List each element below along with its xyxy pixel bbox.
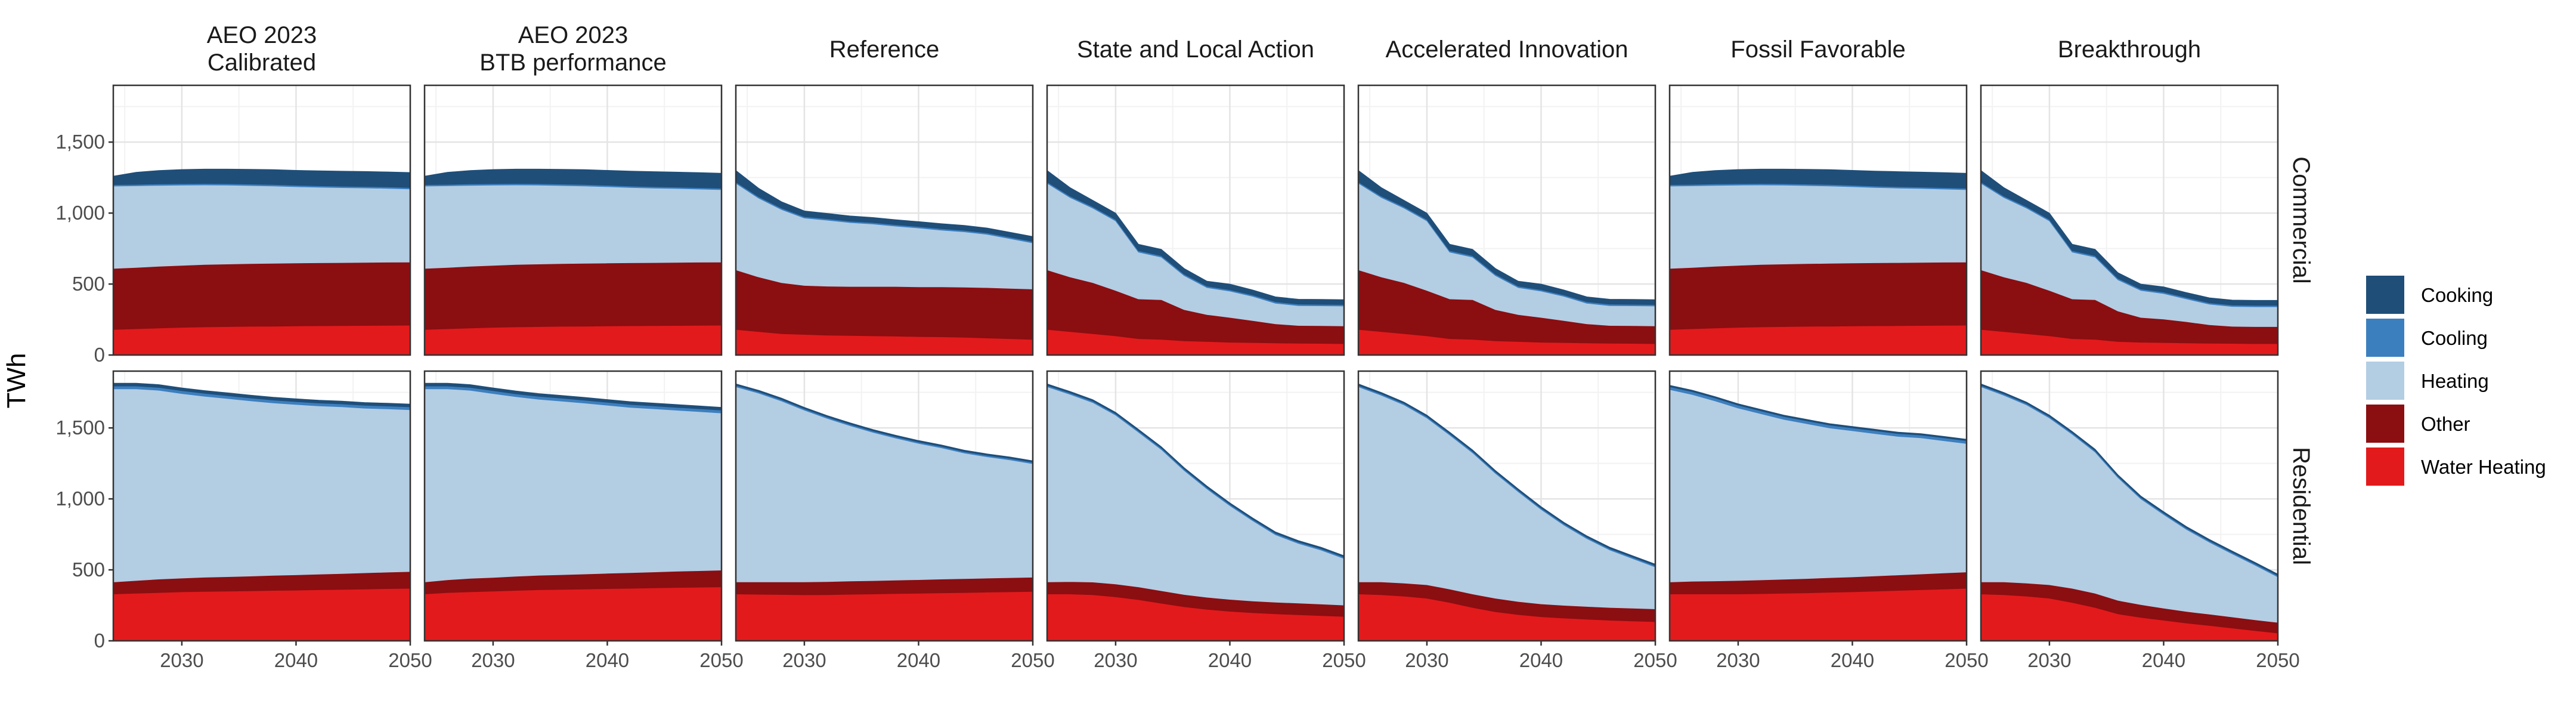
legend-key-heating bbox=[2366, 362, 2404, 400]
legend-key-water-heating bbox=[2366, 448, 2404, 486]
area-other bbox=[1669, 261, 1967, 330]
panel-border bbox=[735, 370, 1034, 642]
y-tick-label: 1,500 bbox=[55, 416, 105, 439]
legend-label-heating: Heating bbox=[2421, 370, 2489, 392]
panel-commercial-3 bbox=[1046, 84, 1345, 356]
facet-label-6: Breakthrough bbox=[2058, 36, 2201, 63]
x-tick-label: 2040 bbox=[586, 649, 629, 671]
x-tick-label: 2050 bbox=[1633, 649, 1677, 671]
area-heating bbox=[424, 184, 722, 269]
x-tick-label: 2030 bbox=[782, 649, 826, 671]
y-tick-label: 0 bbox=[94, 344, 105, 366]
panel-border bbox=[1357, 84, 1657, 356]
panel-commercial-0 bbox=[112, 84, 411, 356]
panel-border bbox=[112, 370, 411, 642]
panel-border bbox=[423, 84, 723, 356]
area-other bbox=[424, 261, 722, 330]
area-water-heating bbox=[424, 587, 722, 641]
panel-border bbox=[1980, 84, 2279, 356]
area-water-heating bbox=[113, 325, 411, 356]
area-water-heating bbox=[424, 325, 722, 356]
panel-residential-0 bbox=[112, 370, 411, 642]
x-tick-label: 2040 bbox=[1831, 649, 1874, 671]
panel-border bbox=[1046, 84, 1345, 356]
y-tick-label: 1,500 bbox=[55, 131, 105, 153]
facet-label-0-line2: Calibrated bbox=[208, 50, 316, 76]
x-tick-label: 2050 bbox=[1945, 649, 1988, 671]
facet-label-4: Accelerated Innovation bbox=[1386, 36, 1628, 63]
x-tick-label: 2040 bbox=[2142, 649, 2185, 671]
facet-label-1: AEO 2023 bbox=[518, 22, 628, 48]
panel-commercial-1 bbox=[423, 84, 723, 356]
sector-label-commercial: Commercial bbox=[2288, 156, 2314, 283]
y-axis-title: TWh bbox=[2, 353, 31, 409]
y-tick-label: 1,000 bbox=[55, 487, 105, 510]
panel-residential-2 bbox=[735, 370, 1034, 642]
panel-border bbox=[1668, 84, 1968, 356]
sector-label-residential: Residential bbox=[2288, 447, 2314, 565]
x-tick-label: 2040 bbox=[1208, 649, 1252, 671]
facet-label-2: Reference bbox=[829, 36, 940, 63]
x-tick-label: 2050 bbox=[2256, 649, 2299, 671]
facet-label-1-line2: BTB performance bbox=[479, 50, 666, 76]
area-heating bbox=[113, 184, 411, 269]
legend-label-water-heating: Water Heating bbox=[2421, 456, 2546, 478]
panel-commercial-4 bbox=[1357, 84, 1657, 356]
panel-commercial-5 bbox=[1668, 84, 1968, 356]
area-heating bbox=[113, 388, 411, 582]
x-tick-label: 2050 bbox=[388, 649, 432, 671]
x-tick-label: 2030 bbox=[160, 649, 203, 671]
legend-key-cooking bbox=[2366, 276, 2404, 314]
x-tick-label: 2030 bbox=[1094, 649, 1137, 671]
area-water-heating bbox=[735, 591, 1033, 641]
panel-border bbox=[1668, 370, 1968, 642]
panel-commercial-2 bbox=[735, 84, 1034, 356]
facet-label-0: AEO 2023 bbox=[207, 22, 317, 48]
area-water-heating bbox=[1669, 325, 1967, 356]
y-tick-label: 500 bbox=[72, 558, 105, 581]
x-tick-label: 2030 bbox=[471, 649, 515, 671]
legend-label-cooking: Cooking bbox=[2421, 284, 2493, 306]
panel-residential-4 bbox=[1357, 370, 1657, 642]
x-tick-label: 2030 bbox=[2027, 649, 2071, 671]
area-water-heating bbox=[113, 588, 411, 641]
panel-residential-3 bbox=[1046, 370, 1345, 642]
x-tick-label: 2040 bbox=[1519, 649, 1563, 671]
x-tick-label: 2030 bbox=[1405, 649, 1448, 671]
x-tick-label: 2050 bbox=[699, 649, 743, 671]
facet-label-3: State and Local Action bbox=[1077, 36, 1314, 63]
panel-residential-6 bbox=[1980, 370, 2279, 642]
panel-border bbox=[735, 84, 1034, 356]
panel-border bbox=[1046, 370, 1345, 642]
panel-border bbox=[1357, 370, 1657, 642]
legend-key-cooling bbox=[2366, 319, 2404, 357]
x-tick-label: 2040 bbox=[897, 649, 940, 671]
area-heating bbox=[424, 388, 722, 582]
panel-border bbox=[423, 370, 723, 642]
panel-residential-5 bbox=[1668, 370, 1968, 642]
y-tick-label: 500 bbox=[72, 273, 105, 295]
panel-border bbox=[1980, 370, 2279, 642]
y-tick-label: 0 bbox=[94, 629, 105, 652]
legend-label-cooling: Cooling bbox=[2421, 327, 2488, 349]
panel-commercial-6 bbox=[1980, 84, 2279, 356]
facet-label-5: Fossil Favorable bbox=[1730, 36, 1905, 63]
x-tick-label: 2040 bbox=[274, 649, 318, 671]
legend-label-other: Other bbox=[2421, 413, 2470, 435]
y-tick-label: 1,000 bbox=[55, 202, 105, 224]
x-tick-label: 2050 bbox=[1322, 649, 1366, 671]
legend: Cooking Cooling Heating Other Water Heating bbox=[2366, 276, 2546, 486]
area-other bbox=[113, 261, 411, 330]
panel-border bbox=[112, 84, 411, 356]
area-heating bbox=[1669, 184, 1967, 269]
area-water-heating bbox=[1669, 588, 1967, 641]
panel-residential-1 bbox=[423, 370, 723, 642]
x-tick-label: 2050 bbox=[1011, 649, 1054, 671]
legend-key-other bbox=[2366, 405, 2404, 443]
x-tick-label: 2030 bbox=[1716, 649, 1760, 671]
